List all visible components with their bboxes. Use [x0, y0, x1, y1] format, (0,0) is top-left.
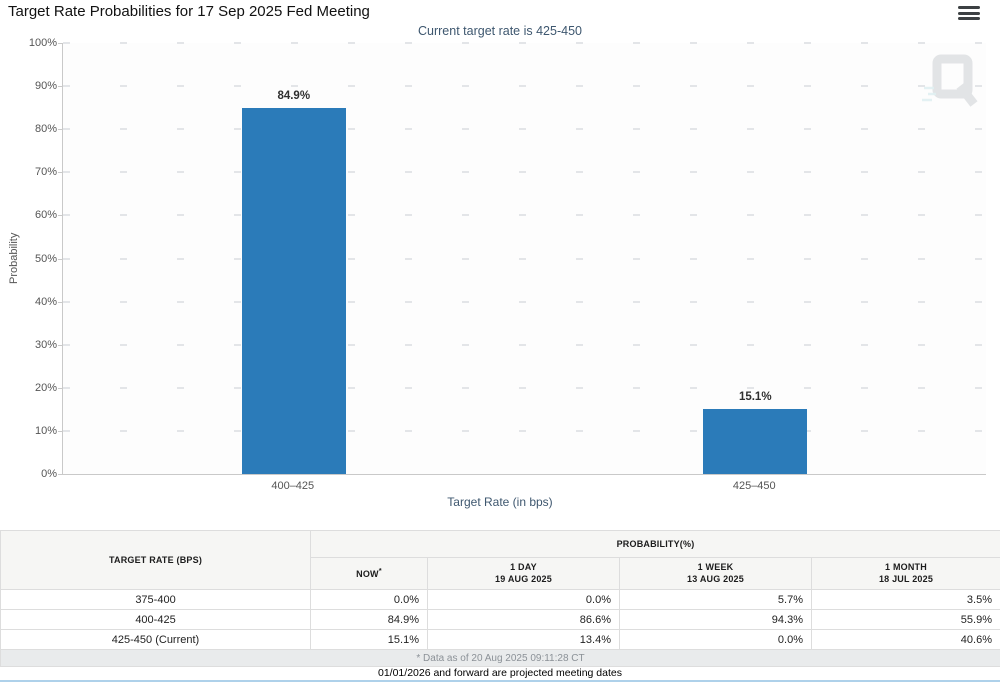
- y-axis-tick-label: 60%: [34, 209, 57, 222]
- column-header-label: 1 MONTH: [885, 562, 927, 573]
- column-header-label: NOW: [356, 569, 379, 580]
- bar-value-label: 84.9%: [277, 90, 311, 103]
- gridline: [63, 85, 986, 88]
- probability-now-cell: 0.0%: [310, 589, 428, 610]
- probability-cell: 55.9%: [811, 609, 1000, 630]
- bar-value-label: 15.1%: [738, 390, 772, 403]
- menu-icon[interactable]: [958, 6, 980, 23]
- y-axis-tick-label: 70%: [34, 166, 57, 179]
- menu-bar-line: [958, 17, 980, 20]
- column-header-date: 13 AUG 2025: [687, 573, 744, 584]
- menu-bar-line: [958, 11, 980, 15]
- column-header-date: 18 JUL 2025: [878, 573, 934, 584]
- probability-now-cell: 84.9%: [310, 609, 428, 630]
- x-axis-category-label: 425–450: [732, 480, 776, 492]
- data-as-of-footnote: * Data as of 20 Aug 2025 09:11:28 CT: [0, 649, 1000, 667]
- y-axis-tick-label: 90%: [34, 80, 57, 93]
- y-axis-tick-label: 10%: [34, 424, 57, 437]
- probability-cell: 0.0%: [619, 629, 812, 650]
- probability-cell: 0.0%: [427, 589, 620, 610]
- y-axis-tick-mark: [58, 43, 62, 44]
- probability-bar-chart: 84.9% 15.1%: [62, 42, 986, 475]
- probability-bar-425–450[interactable]: [703, 408, 808, 474]
- page-title: Target Rate Probabilities for 17 Sep 202…: [8, 3, 370, 20]
- column-header-1month: 1 MONTH 18 JUL 2025: [811, 557, 1000, 590]
- y-axis-tick-label: 0%: [41, 468, 57, 480]
- gridline: [63, 343, 986, 346]
- y-axis-tick-mark: [58, 215, 62, 217]
- probability-cell: 3.5%: [811, 589, 1000, 610]
- quikstrike-watermark-icon: [922, 48, 980, 117]
- gridline: [63, 257, 986, 260]
- probability-bar-400–425[interactable]: [241, 108, 346, 474]
- projected-dates-note: 01/01/2026 and forward are projected mee…: [378, 667, 622, 679]
- y-axis-tick-label: 100%: [28, 37, 57, 49]
- footnote-asterisk: *: [378, 566, 382, 576]
- probability-table: TARGET RATE (BPS) PROBABILITY(%) NOW* 1 …: [0, 530, 1000, 667]
- gridline: [63, 214, 986, 217]
- probability-cell: 86.6%: [427, 609, 620, 630]
- probability-cell: 5.7%: [619, 589, 812, 610]
- y-axis-tick-label: 20%: [34, 381, 57, 394]
- x-axis-title: Target Rate (in bps): [447, 495, 553, 509]
- y-axis-tick-label: 80%: [34, 123, 57, 136]
- chart-subtitle: Current target rate is 425-450: [418, 24, 582, 38]
- table-row: 425-450 (Current) 15.1% 13.4% 0.0% 40.6%: [0, 629, 1000, 650]
- probability-group-header: PROBABILITY(%): [310, 530, 1000, 558]
- y-axis-tick-mark: [58, 474, 62, 475]
- gridline: [63, 300, 986, 303]
- target-rate-cell: 400-425: [0, 609, 311, 630]
- target-rate-column-header: TARGET RATE (BPS): [0, 530, 311, 590]
- probability-now-cell: 15.1%: [310, 629, 428, 650]
- y-axis-tick-mark: [58, 301, 62, 303]
- y-axis-tick-label: 50%: [34, 252, 57, 265]
- column-header-label: 1 DAY: [510, 562, 537, 573]
- column-header-1week: 1 WEEK 13 AUG 2025: [619, 557, 812, 590]
- probability-cell: 40.6%: [811, 629, 1000, 650]
- target-rate-cell: 375-400: [0, 589, 311, 610]
- y-axis-tick-label: 40%: [34, 295, 57, 308]
- probability-cell: 13.4%: [427, 629, 620, 650]
- y-axis-tick-mark: [58, 344, 62, 346]
- gridline: [63, 429, 986, 432]
- column-header-date: 19 AUG 2025: [495, 573, 552, 584]
- y-axis-tick-mark: [58, 129, 62, 131]
- y-axis-tick-mark: [58, 172, 62, 174]
- bottom-accent-line: [0, 680, 1000, 682]
- y-axis-tick-mark: [58, 387, 62, 389]
- y-axis-tick-label: 30%: [34, 338, 57, 351]
- target-rate-cell: 425-450 (Current): [0, 629, 311, 650]
- gridline: [63, 386, 986, 389]
- x-axis-category-label: 400–425: [271, 480, 315, 492]
- column-header-now: NOW*: [310, 557, 428, 590]
- gridline: [63, 128, 986, 131]
- y-axis-tick-mark: [58, 258, 62, 260]
- table-row: 400-425 84.9% 86.6% 94.3% 55.9%: [0, 609, 1000, 630]
- table-row: 375-400 0.0% 0.0% 5.7% 3.5%: [0, 589, 1000, 610]
- probability-cell: 94.3%: [619, 609, 812, 630]
- y-axis-tick-mark: [58, 430, 62, 432]
- gridline: [63, 42, 986, 44]
- menu-bar-line: [958, 6, 980, 9]
- gridline: [63, 171, 986, 174]
- y-axis: 0% 10% 20% 30% 40% 50% 60% 70% 80% 90% 100%: [0, 37, 57, 480]
- y-axis-tick-mark: [58, 86, 62, 88]
- x-axis: 400–425 425–450: [62, 480, 985, 494]
- column-header-1day: 1 DAY 19 AUG 2025: [427, 557, 620, 590]
- column-header-label: 1 WEEK: [697, 562, 734, 573]
